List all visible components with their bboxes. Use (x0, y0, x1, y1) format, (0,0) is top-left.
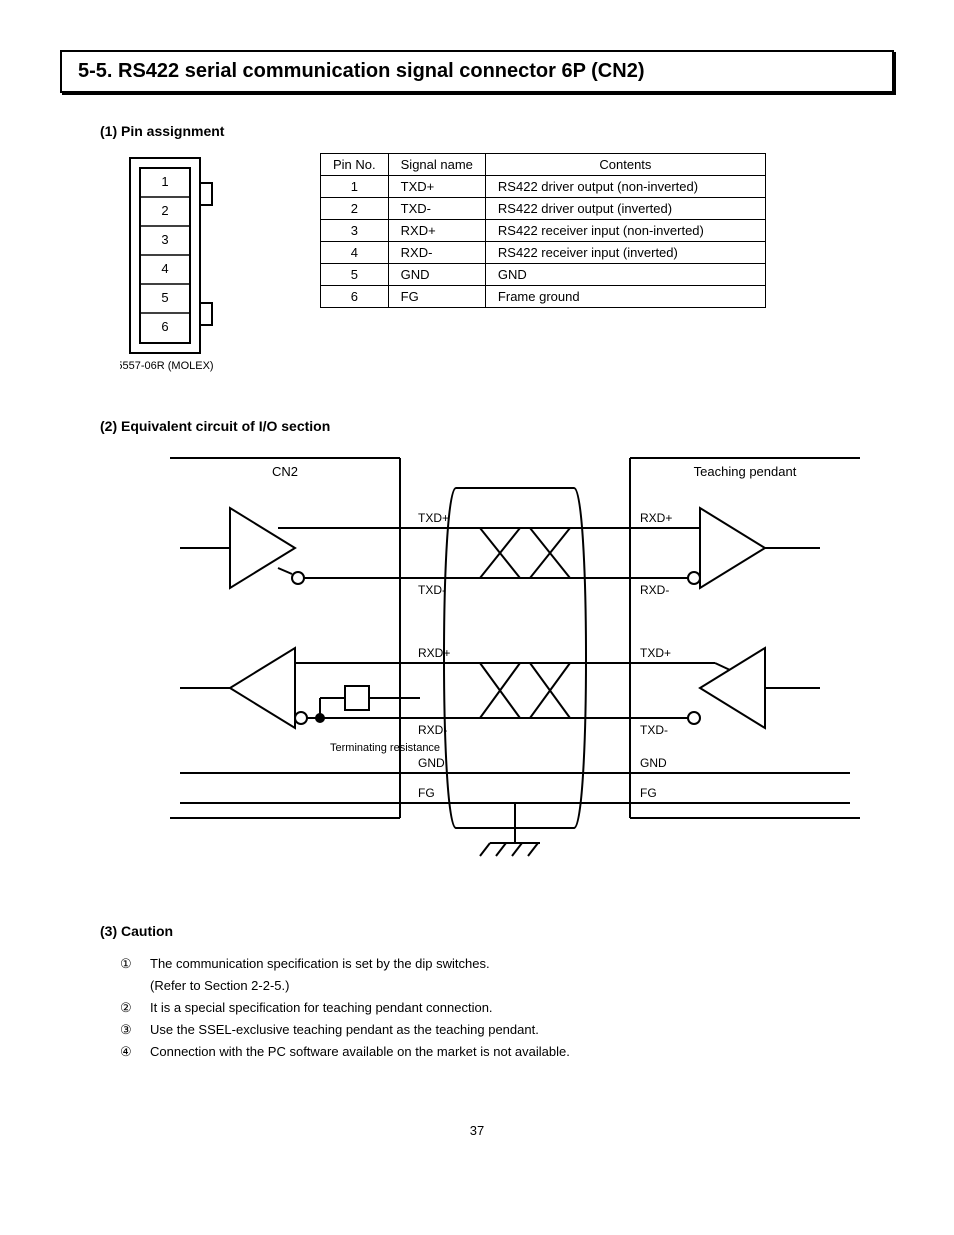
caution-item: ② It is a special specification for teach… (120, 997, 894, 1019)
caution-number: ④ (120, 1041, 140, 1063)
pin-table: Pin No. Signal name Contents 1TXD+RS422 … (320, 153, 766, 308)
caution-item: ④ Connection with the PC software availab… (120, 1041, 894, 1063)
table-row: 6FGFrame ground (321, 286, 766, 308)
signal-name: GND (388, 264, 485, 286)
caution-number: ③ (120, 1019, 140, 1041)
signal-contents: RS422 receiver input (non-inverted) (485, 220, 765, 242)
signal-contents: RS422 receiver input (inverted) (485, 242, 765, 264)
rxdm-r-label: RXD- (640, 583, 669, 597)
caution-number: ① (120, 953, 140, 997)
pin-no: 4 (321, 242, 389, 264)
txdp-label: TXD+ (418, 511, 449, 525)
connector-figure: 1 2 3 4 5 6 5557-06R (MOLEX) (120, 153, 240, 378)
caution-text: The communication specification is set b… (150, 953, 894, 997)
gnd-l-label: GND (418, 756, 445, 770)
fg-l-label: FG (418, 786, 435, 800)
table-row: 3RXD+RS422 receiver input (non-inverted) (321, 220, 766, 242)
rxdp-r-label: RXD+ (640, 511, 672, 525)
pendant-label: Teaching pendant (694, 464, 797, 479)
circuit-heading: (2) Equivalent circuit of I/O section (100, 418, 894, 434)
caution-heading: (3) Caution (100, 923, 894, 939)
table-row: 5GNDGND (321, 264, 766, 286)
caution-item: ①The communication specification is set … (120, 953, 894, 997)
connector-pin-2: 2 (161, 203, 168, 218)
pin-table-header: Signal name (388, 154, 485, 176)
page-number: 37 (60, 1123, 894, 1138)
txdm-r-label: TXD- (640, 723, 668, 737)
table-row: 2TXD-RS422 driver output (inverted) (321, 198, 766, 220)
connector-part-label: 5557-06R (MOLEX) (120, 360, 214, 372)
rxdp-label: RXD+ (418, 646, 450, 660)
caution-text: Use the SSEL-exclusive teaching pendant … (150, 1019, 894, 1041)
caution-text: It is a special specification for teachi… (150, 997, 894, 1019)
term-res-label: Terminating resistance (330, 742, 440, 754)
pin-no: 1 (321, 176, 389, 198)
txdp-r-label: TXD+ (640, 646, 671, 660)
pin-no: 6 (321, 286, 389, 308)
txdm-label: TXD- (418, 583, 446, 597)
pin-table-header: Pin No. (321, 154, 389, 176)
signal-name: TXD+ (388, 176, 485, 198)
table-row: 4RXD-RS422 receiver input (inverted) (321, 242, 766, 264)
signal-contents: Frame ground (485, 286, 765, 308)
caution-text: Connection with the PC software availabl… (150, 1041, 894, 1063)
pin-table-header: Contents (485, 154, 765, 176)
connector-pin-4: 4 (161, 261, 168, 276)
caution-item: ③ Use the SSEL-exclusive teaching pendant… (120, 1019, 894, 1041)
caution-list: ①The communication specification is set … (120, 953, 894, 1063)
signal-contents: RS422 driver output (inverted) (485, 198, 765, 220)
signal-name: TXD- (388, 198, 485, 220)
signal-name: RXD+ (388, 220, 485, 242)
signal-name: RXD- (388, 242, 485, 264)
signal-contents: RS422 driver output (non-inverted) (485, 176, 765, 198)
section-title: 5-5. RS422 serial communication signal c… (60, 50, 894, 93)
pin-no: 3 (321, 220, 389, 242)
connector-pin-6: 6 (161, 319, 168, 334)
pin-assign-heading: (1) Pin assignment (100, 123, 894, 139)
rxdm-label: RXD- (418, 723, 447, 737)
signal-contents: GND (485, 264, 765, 286)
pin-no: 2 (321, 198, 389, 220)
circuit-diagram: CN2 Teaching pendant TXD+ TXD- (120, 448, 894, 883)
connector-pin-3: 3 (161, 232, 168, 247)
pin-no: 5 (321, 264, 389, 286)
caution-number: ② (120, 997, 140, 1019)
signal-name: FG (388, 286, 485, 308)
fg-r-label: FG (640, 786, 657, 800)
connector-pin-5: 5 (161, 290, 168, 305)
table-row: 1TXD+RS422 driver output (non-inverted) (321, 176, 766, 198)
cn2-label: CN2 (272, 464, 298, 479)
gnd-r-label: GND (640, 756, 667, 770)
connector-pin-1: 1 (161, 174, 168, 189)
